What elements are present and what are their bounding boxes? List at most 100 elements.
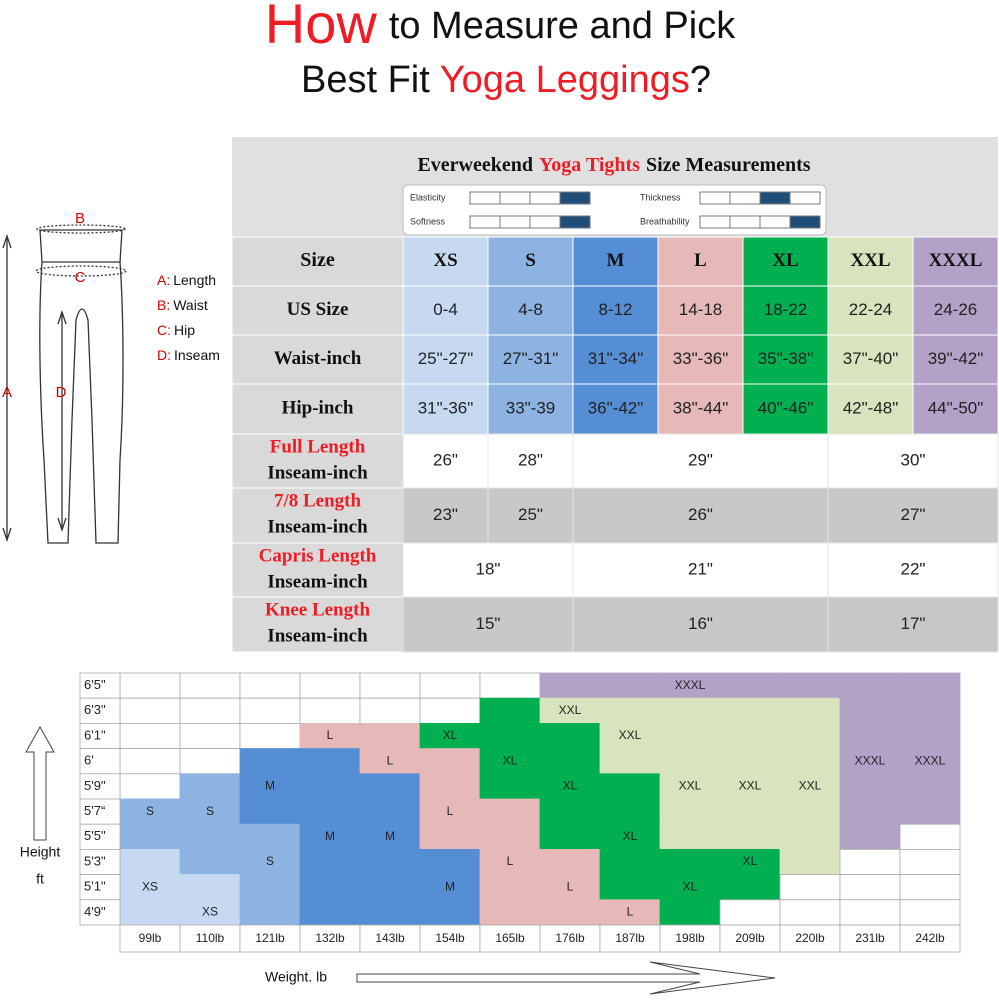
row-label: Inseam-inch <box>267 462 368 483</box>
title-red: Yoga Leggings <box>440 59 690 101</box>
cell-text: 24-26 <box>934 300 977 319</box>
fit-cell <box>599 899 661 926</box>
empty-cell <box>779 899 841 926</box>
fit-cell <box>359 798 421 825</box>
fit-cell <box>599 874 661 901</box>
fit-cell <box>119 899 181 926</box>
rating-segment <box>729 215 761 229</box>
region-label: XXXL <box>855 753 886 767</box>
fit-cell <box>479 874 541 901</box>
weight-label: 99lb <box>139 931 162 945</box>
empty-cell <box>119 697 181 724</box>
empty-cell <box>179 697 241 724</box>
row-label: Hip-inch <box>282 397 354 418</box>
fit-cell <box>779 672 841 699</box>
weight-label: 242lb <box>915 931 945 945</box>
fit-cell <box>299 723 361 750</box>
fit-cell <box>539 874 601 901</box>
empty-cell <box>179 748 241 775</box>
height-label: 6'3" <box>84 702 106 717</box>
empty-cell <box>179 672 241 699</box>
empty-cell <box>899 823 961 850</box>
empty-cell <box>899 849 961 876</box>
size-header-cell <box>402 236 489 287</box>
fit-cell <box>719 874 781 901</box>
fit-cell <box>419 874 481 901</box>
fit-cell <box>539 823 601 850</box>
weight-label: 220lb <box>795 931 825 945</box>
weight-label: 121lb <box>255 931 285 945</box>
table-cell <box>912 383 999 435</box>
fit-cell <box>239 773 301 800</box>
fit-cell <box>479 798 541 825</box>
size-header: XXXL <box>929 250 983 271</box>
fit-cell <box>659 672 721 699</box>
legend-item: B: Waist <box>157 297 208 313</box>
cell-text: 27" <box>901 505 926 524</box>
weight-label-cell <box>179 924 241 953</box>
rating-segment <box>699 215 731 229</box>
table-cell <box>487 383 574 435</box>
cell-text: 37"-40" <box>843 349 899 368</box>
region-label: XXL <box>679 779 702 793</box>
empty-cell <box>359 697 421 724</box>
region-label: XL <box>743 854 758 868</box>
fit-cell <box>479 697 541 724</box>
property-name: Breathability <box>640 216 690 226</box>
fit-cell <box>899 773 961 800</box>
region-label: XXXL <box>675 678 706 692</box>
empty-cell <box>419 697 481 724</box>
fit-cell <box>479 823 541 850</box>
region-label: L <box>627 905 634 919</box>
weight-label-cell <box>299 924 361 953</box>
fit-cell <box>539 798 601 825</box>
size-header: XXL <box>850 250 890 271</box>
legend-text: Inseam <box>174 347 220 363</box>
header-cell <box>231 236 404 287</box>
fit-cell <box>359 723 421 750</box>
fit-cell <box>599 773 661 800</box>
cell-text: 36"-42" <box>588 398 644 417</box>
cell-text: 0-4 <box>433 300 458 319</box>
region-label: XL <box>503 753 518 767</box>
rating-segment <box>469 191 501 205</box>
rating-segment <box>789 191 821 205</box>
cell-text: 8-12 <box>598 300 632 319</box>
weight-label-cell <box>659 924 721 953</box>
region-label: XL <box>563 779 578 793</box>
fit-cell <box>839 723 901 750</box>
height-label: 5'3" <box>84 853 106 868</box>
table-cell <box>742 285 829 336</box>
legend-text: Waist <box>173 297 208 313</box>
region-label: XXXL <box>915 753 946 767</box>
fit-cell <box>539 748 601 775</box>
fit-cell <box>359 773 421 800</box>
empty-cell <box>899 874 961 901</box>
height-arrow <box>25 725 55 841</box>
cell-text: 4-8 <box>518 300 543 319</box>
weight-label-cell <box>839 924 901 953</box>
empty-cell <box>899 899 961 926</box>
size-header: M <box>607 250 625 271</box>
cell-text: 23" <box>433 505 458 524</box>
fit-cell <box>719 723 781 750</box>
weight-label: 154lb <box>435 931 465 945</box>
size-header-cell <box>742 236 829 287</box>
fit-cell <box>119 849 181 876</box>
table-cell <box>487 334 574 385</box>
table-cell <box>572 285 659 336</box>
table-cell <box>402 285 489 336</box>
region-label: XXL <box>559 703 582 717</box>
weight-label: 143lb <box>375 931 405 945</box>
empty-cell <box>119 773 181 800</box>
weight-label: 209lb <box>735 931 765 945</box>
size-header: XL <box>772 250 798 271</box>
table-cell <box>572 542 829 598</box>
region-label: XL <box>443 728 458 742</box>
fit-cell <box>239 823 301 850</box>
region-label: L <box>567 879 574 893</box>
fit-cell <box>779 697 841 724</box>
cell-text: 21" <box>688 559 713 578</box>
rating-fill <box>759 191 791 205</box>
fit-cell <box>599 748 661 775</box>
